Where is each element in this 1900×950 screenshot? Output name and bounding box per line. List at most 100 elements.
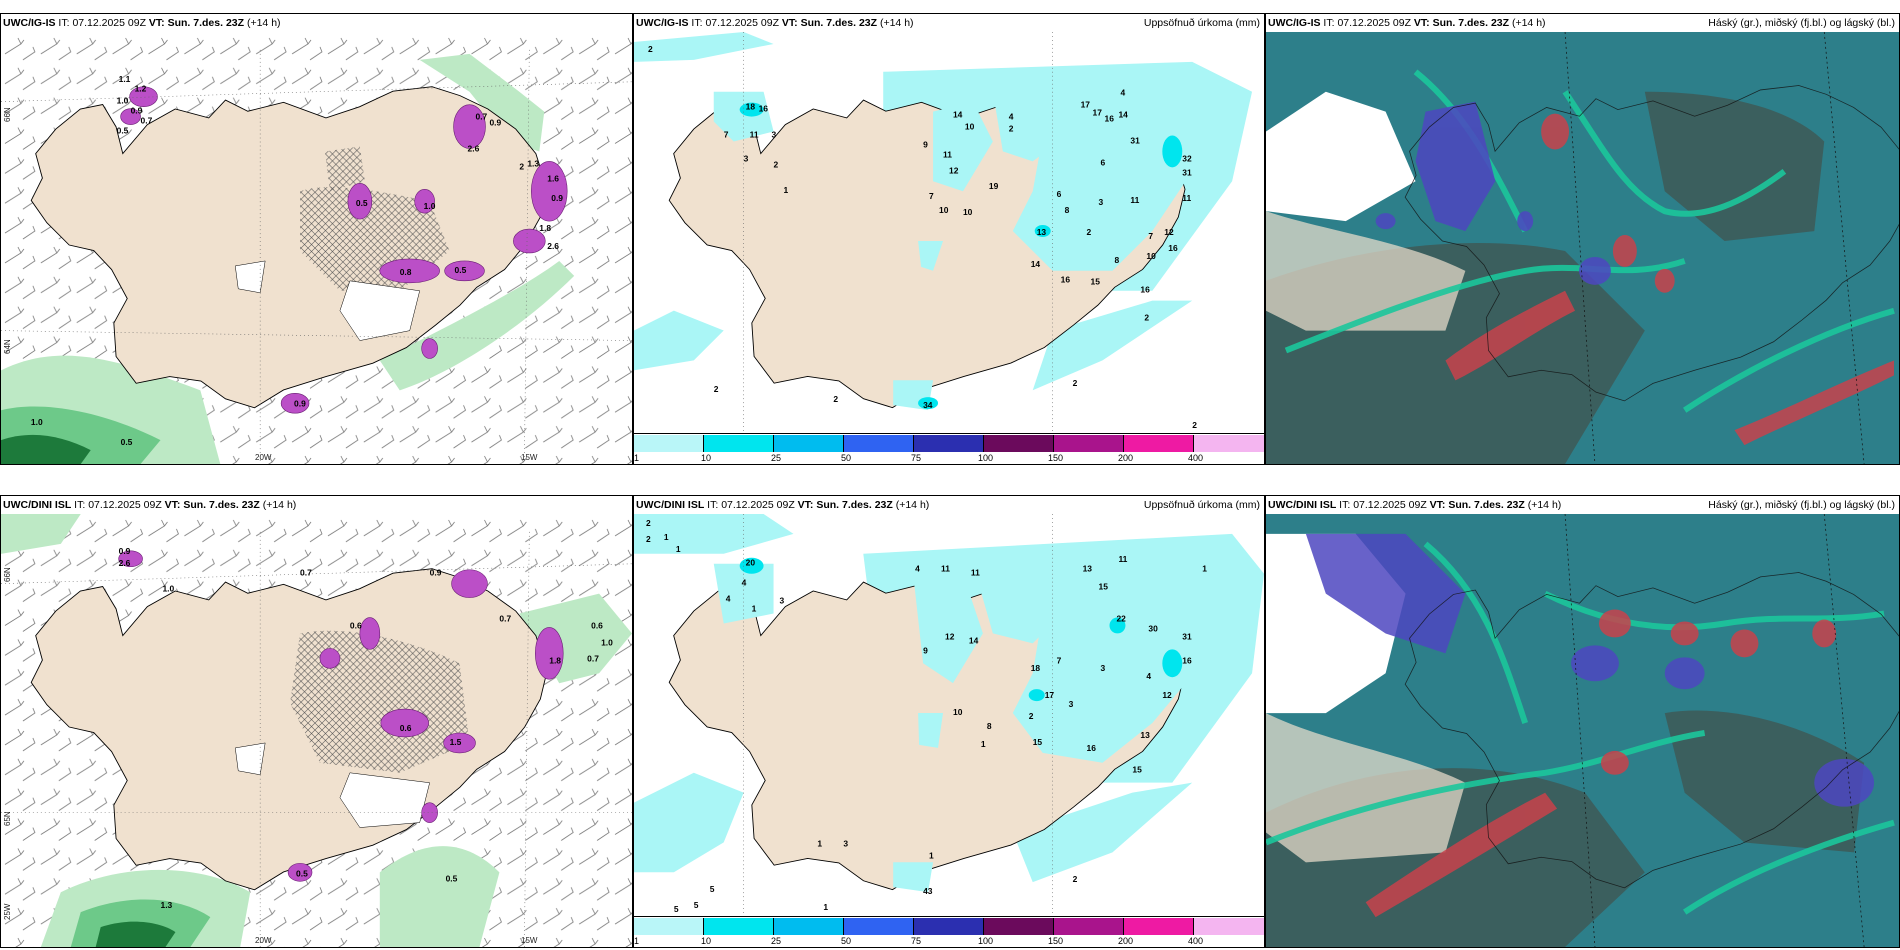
svg-text:11: 11 <box>941 564 950 574</box>
svg-text:1.5: 1.5 <box>450 737 462 747</box>
svg-text:0.5: 0.5 <box>446 873 458 883</box>
svg-text:0.6: 0.6 <box>591 620 603 630</box>
svg-text:0.7: 0.7 <box>300 568 312 578</box>
cloud-title: Háský (gr.), miðský (fj.bl.) og lágský (… <box>1708 499 1895 511</box>
svg-text:19: 19 <box>989 181 999 191</box>
svg-text:7: 7 <box>1057 655 1062 665</box>
lon-label-15w: 15W <box>521 936 538 945</box>
svg-text:8: 8 <box>1065 205 1070 215</box>
svg-text:1.0: 1.0 <box>601 637 613 647</box>
panel-title: UWC/IG-IS IT: 07.12.2025 09Z VT: Sun. 7.… <box>3 17 281 29</box>
svg-text:2: 2 <box>648 44 653 54</box>
svg-text:11: 11 <box>750 129 759 139</box>
svg-text:13: 13 <box>1083 564 1093 574</box>
svg-text:2: 2 <box>1073 378 1078 388</box>
map-wind-bottom[interactable]: 0.9 2.6 1.0 0.7 0.9 0.6 1.0 0.7 1.8 0.6 … <box>1 514 632 947</box>
svg-text:10: 10 <box>963 207 973 217</box>
svg-text:17: 17 <box>1081 100 1091 110</box>
map-cloud-top[interactable] <box>1266 32 1899 464</box>
svg-text:2: 2 <box>1029 711 1034 721</box>
svg-text:1: 1 <box>1202 564 1207 574</box>
svg-text:0.7: 0.7 <box>587 653 599 663</box>
map-cloud-bottom[interactable] <box>1266 514 1899 947</box>
svg-text:0.9: 0.9 <box>430 568 442 578</box>
legend-swatch <box>844 435 914 452</box>
lon-label-25w: 25W <box>3 903 12 920</box>
svg-text:16: 16 <box>759 104 769 114</box>
legend-swatch <box>914 435 984 452</box>
legend-label: 10 <box>701 453 712 463</box>
svg-text:5: 5 <box>710 884 715 894</box>
svg-text:15: 15 <box>1091 277 1101 287</box>
svg-text:1.1: 1.1 <box>119 74 131 84</box>
legend-swatch <box>1124 435 1194 452</box>
legend-swatch <box>774 435 844 452</box>
svg-text:1: 1 <box>823 902 828 912</box>
svg-text:1: 1 <box>929 850 934 860</box>
svg-text:3: 3 <box>772 129 777 139</box>
legend-label: 100 <box>978 453 994 463</box>
svg-text:1: 1 <box>664 532 669 542</box>
precip-legend-bottom: 1 10 25 50 75 100 150 200 400 <box>634 916 1264 947</box>
panel-bottom-middle: UWC/DINI ISL IT: 07.12.2025 09Z VT: Sun.… <box>633 495 1265 948</box>
map-precip-bottom[interactable]: 2 2 1 1 20 4 4 1 3 4 11 11 13 11 15 22 3… <box>634 514 1264 917</box>
lon-label-15w: 15W <box>521 453 538 462</box>
legend-swatch <box>634 918 704 935</box>
panel-title: UWC/DINI ISL IT: 07.12.2025 09Z VT: Sun.… <box>3 499 297 511</box>
svg-text:2: 2 <box>1144 313 1149 323</box>
svg-text:9: 9 <box>923 139 928 149</box>
legend-label: 50 <box>841 453 852 463</box>
legend-swatch <box>984 435 1054 452</box>
map-wind-top[interactable]: 1.1 1.2 1.0 0.9 0.7 0.5 0.7 0.9 2.6 1.3 … <box>1 32 632 464</box>
panel-top-right: UWC/IG-IS IT: 07.12.2025 09Z VT: Sun. 7.… <box>1265 13 1900 465</box>
svg-text:0.8: 0.8 <box>400 267 412 277</box>
svg-text:1.3: 1.3 <box>160 900 172 910</box>
svg-text:3: 3 <box>1069 699 1074 709</box>
svg-text:3: 3 <box>744 153 749 163</box>
precip-title: Uppsöfnuð úrkoma (mm) <box>1143 17 1260 29</box>
panel-bottom-right: UWC/DINI ISL IT: 07.12.2025 09Z VT: Sun.… <box>1265 495 1900 948</box>
lat-label-66n: 66N <box>3 107 12 122</box>
svg-text:0.9: 0.9 <box>489 118 501 128</box>
svg-text:2: 2 <box>1073 874 1078 884</box>
svg-text:1.0: 1.0 <box>31 417 43 427</box>
svg-text:1.3: 1.3 <box>527 158 539 168</box>
svg-text:0.6: 0.6 <box>350 620 362 630</box>
svg-text:3: 3 <box>1099 197 1104 207</box>
svg-text:6: 6 <box>1057 189 1062 199</box>
lat-label-66n: 66N <box>3 567 12 582</box>
svg-text:0.9: 0.9 <box>551 193 563 203</box>
svg-text:3: 3 <box>780 596 785 606</box>
svg-text:0.9: 0.9 <box>131 106 143 116</box>
legend-swatch <box>704 918 774 935</box>
svg-text:1.6: 1.6 <box>547 173 559 183</box>
panel-top-left: UWC/IG-IS IT: 07.12.2025 09Z VT: Sun. 7.… <box>0 13 633 465</box>
legend-swatch <box>914 918 984 935</box>
panel-top-middle: UWC/IG-IS IT: 07.12.2025 09Z VT: Sun. 7.… <box>633 13 1265 465</box>
svg-text:15: 15 <box>1132 765 1142 775</box>
svg-text:2: 2 <box>833 394 838 404</box>
svg-text:43: 43 <box>923 886 933 896</box>
svg-text:0.5: 0.5 <box>356 198 368 208</box>
legend-swatch <box>1194 435 1264 452</box>
svg-text:1.0: 1.0 <box>117 96 129 106</box>
svg-text:0.6: 0.6 <box>400 723 412 733</box>
svg-text:9: 9 <box>923 645 928 655</box>
svg-text:0.7: 0.7 <box>499 614 511 624</box>
svg-text:11: 11 <box>1118 554 1127 564</box>
svg-text:2: 2 <box>774 159 779 169</box>
map-precip-top[interactable]: 2 18 16 7 11 3 3 2 1 14 10 4 2 17 17 16 … <box>634 32 1264 434</box>
svg-text:0.7: 0.7 <box>475 112 487 122</box>
legend-label: 75 <box>911 453 922 463</box>
svg-text:18: 18 <box>746 102 756 112</box>
svg-text:16: 16 <box>1168 243 1178 253</box>
legend-swatch <box>984 918 1054 935</box>
legend-label: 25 <box>771 453 782 463</box>
svg-text:16: 16 <box>1087 743 1097 753</box>
svg-text:10: 10 <box>965 122 975 132</box>
svg-text:8: 8 <box>987 721 992 731</box>
svg-text:1: 1 <box>752 604 757 614</box>
svg-text:2: 2 <box>519 161 524 171</box>
svg-text:32: 32 <box>1182 153 1192 163</box>
svg-text:11: 11 <box>1130 195 1139 205</box>
